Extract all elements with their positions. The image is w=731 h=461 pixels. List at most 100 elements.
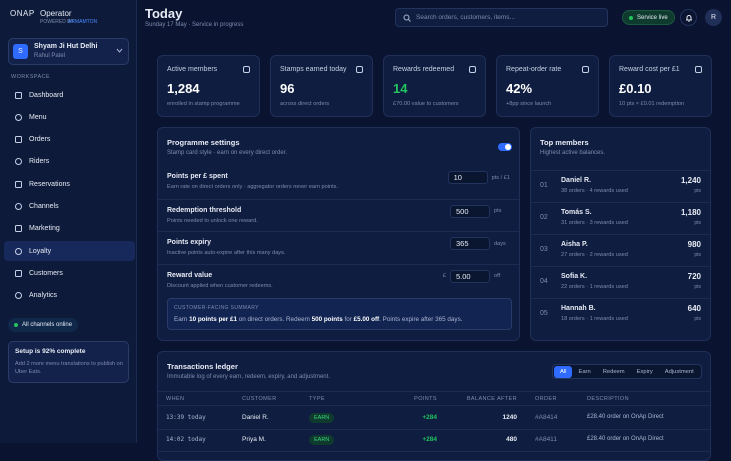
setup-title: Setup is 92% complete <box>15 348 86 355</box>
ledger-cell: 13:39 today <box>166 414 206 421</box>
programme-toggle[interactable] <box>498 143 512 151</box>
channels-status: All channels online <box>8 318 79 332</box>
stat-note: 10 pts × £0.01 redemption <box>619 101 685 107</box>
setting-label: Reward value <box>167 271 213 279</box>
stat-icon <box>356 66 363 73</box>
nav-label: Menu <box>29 113 47 121</box>
column-header: TYPE <box>309 396 325 402</box>
nav-item[interactable]: Reservations <box>4 174 135 194</box>
nav-label: Riders <box>29 158 50 166</box>
account-name: Shyam Ji Hut Delhi <box>34 43 98 50</box>
settings-title: Programme settings <box>167 138 240 147</box>
member-row: 01 Daniel R. 38 orders · 4 rewards used 1,2… <box>531 170 710 202</box>
ledger-cell: 14:02 today <box>166 436 206 443</box>
ledger-cell: +284 <box>422 414 437 421</box>
setting-input[interactable]: 10 <box>447 171 488 184</box>
member-detail: 31 orders · 3 rewards used <box>561 220 628 226</box>
setting-hint: Inactive points auto-expire after this m… <box>167 250 286 256</box>
chevron <box>116 48 123 53</box>
nav-icon <box>15 91 22 99</box>
setting-control: 500 pts <box>450 204 510 218</box>
nav-item[interactable]: Analytics <box>4 286 135 306</box>
service-text: Service live <box>637 14 668 21</box>
column-header: DESCRIPTION <box>587 396 629 402</box>
member-name: Hannah B. <box>561 305 596 312</box>
nav-icon <box>15 225 22 233</box>
member-rank: 04 <box>540 278 548 285</box>
brand-name: ONAP <box>10 9 35 18</box>
members-subtitle: Highest active balances. <box>540 150 606 156</box>
stat-value: 42% <box>506 81 533 96</box>
account-avatar: S <box>13 44 28 59</box>
nav-item[interactable]: Dashboard <box>4 85 135 105</box>
setup-card: Setup is 92% complete Add 2 more menu tr… <box>8 341 129 383</box>
settings-subtitle: Stamp card style · earn on every direct … <box>167 150 288 156</box>
ledger-header: WHEN CUSTOMER TYPE POINTS BALANCE AFTER ORDER… <box>158 391 710 406</box>
setting-control: 10 pts / £1 <box>447 171 510 184</box>
nav-label: Channels <box>29 203 59 210</box>
settings-card: Programme settings Stamp card style · ea… <box>157 127 520 341</box>
setting-input[interactable]: 5.00 <box>450 269 490 283</box>
ledger-cell: #A8414 <box>535 414 558 421</box>
member-unit: pts <box>694 284 701 290</box>
ledger-tab[interactable]: Redeem <box>602 368 625 375</box>
member-rank: 03 <box>540 246 548 253</box>
search[interactable]: Search orders, customers, items... <box>395 8 608 27</box>
partner: ARMAMTON <box>68 19 98 25</box>
type-badge: EARN <box>309 413 335 423</box>
setting-input[interactable]: 500 <box>450 204 490 218</box>
stat-value: 1,284 <box>167 81 200 96</box>
summary-part: 500 points <box>311 316 343 323</box>
setting-unit: off <box>494 273 501 279</box>
stat-note: across direct orders <box>280 101 330 107</box>
nav-item[interactable]: Customers <box>4 263 135 283</box>
summary-part: £5.00 off <box>353 316 380 323</box>
stat-icon <box>582 66 589 73</box>
member-unit: pts <box>694 252 701 258</box>
user-avatar[interactable]: R <box>705 9 722 26</box>
search-icon <box>403 14 411 22</box>
stat-card: Reward cost per £1 £0.10 10 pts × £0.01 re… <box>609 55 712 117</box>
type-badge: EARN <box>309 435 335 445</box>
nav-item[interactable]: Channels <box>4 197 135 217</box>
ledger-tab[interactable]: All <box>554 365 573 378</box>
stat-value: 14 <box>393 81 408 96</box>
nav-item[interactable]: Orders <box>4 130 135 150</box>
setting-unit: pts <box>494 208 502 214</box>
nav-item[interactable]: Marketing <box>4 219 135 239</box>
member-rank: 02 <box>540 214 548 221</box>
nav-item[interactable]: Menu <box>4 107 135 127</box>
setting-label: Points expiry <box>167 239 211 246</box>
ledger-tab[interactable]: Earn <box>578 368 591 375</box>
member-detail: 18 orders · 1 rewards used <box>561 316 628 322</box>
nav-icon <box>15 247 22 255</box>
ledger-tab[interactable]: Expiry <box>636 368 653 375</box>
nav-icon <box>15 292 22 300</box>
nav-label: Marketing <box>29 225 60 233</box>
member-points: 980 <box>687 240 701 249</box>
nav-item[interactable]: Riders <box>4 152 135 172</box>
stat-icon <box>243 66 250 73</box>
stat-card: Active members 1,284 enrolled in stamp pro… <box>157 55 260 117</box>
setting-input[interactable]: 365 <box>450 237 490 250</box>
ledger-tab[interactable]: Adjustment <box>664 368 694 375</box>
nav-label: Dashboard <box>29 91 64 99</box>
notifications[interactable] <box>680 9 697 26</box>
ledger-cell: +284 <box>422 436 437 443</box>
member-rank: 05 <box>540 310 548 317</box>
stat-card: Repeat-order rate 42% +8pp since launch <box>496 55 599 117</box>
search-placeholder: Search orders, customers, items... <box>416 14 515 21</box>
ledger-title: Transactions ledger <box>167 362 238 371</box>
nav-item[interactable]: Loyalty <box>4 241 135 262</box>
nav-label: Analytics <box>29 292 58 300</box>
nav-icon <box>15 269 22 277</box>
nav-icon <box>15 113 22 121</box>
account-switcher[interactable]: S Shyam Ji Hut Delhi Rahul Patel <box>8 38 129 65</box>
toggle-knob <box>505 144 511 150</box>
stat-icon <box>469 66 476 73</box>
ledger-cell: Priya M. <box>242 436 266 443</box>
summary-text: Earn 10 points per £1 on direct orders. … <box>174 316 462 323</box>
member-unit: pts <box>694 316 701 322</box>
setting-label: Redemption threshold <box>167 206 242 214</box>
status-dot <box>14 323 18 327</box>
